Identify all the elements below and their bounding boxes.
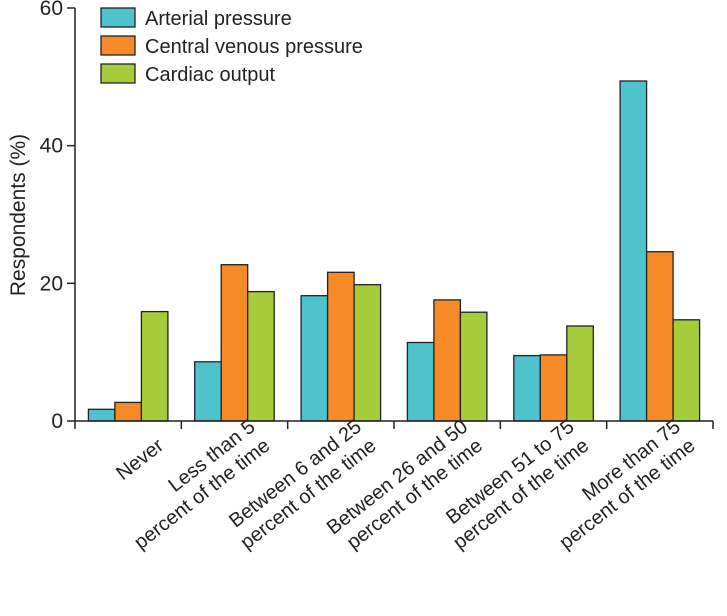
bars-layer xyxy=(87,80,701,422)
bar-central-venous-pressure-5 xyxy=(645,251,674,422)
legend: Arterial pressure Central venous pressure… xyxy=(100,7,363,86)
bar-cardiac-output-0 xyxy=(140,310,169,422)
y-tick-label-60: 60 xyxy=(40,0,63,20)
legend-swatch-1 xyxy=(100,35,136,56)
y-tick-label-20: 20 xyxy=(40,272,63,295)
bar-arterial-pressure-0 xyxy=(87,408,116,422)
bar-cardiac-output-1 xyxy=(247,290,275,422)
bar-cardiac-output-2 xyxy=(353,284,382,422)
bar-arterial-pressure-2 xyxy=(300,295,329,422)
bar-arterial-pressure-1 xyxy=(194,361,222,422)
legend-label-2: Cardiac output xyxy=(145,64,276,86)
y-axis-title: Respondents (%) xyxy=(7,134,30,296)
legend-label-1: Central venous pressure xyxy=(145,36,363,58)
y-tick-label-40: 40 xyxy=(40,135,63,158)
legend-swatch-0 xyxy=(100,7,136,28)
bar-central-venous-pressure-3 xyxy=(433,299,462,422)
bar-arterial-pressure-5 xyxy=(619,80,648,422)
axes-layer xyxy=(74,8,714,429)
bar-arterial-pressure-4 xyxy=(513,354,541,422)
bar-cardiac-output-5 xyxy=(672,319,701,422)
legend-swatch-2 xyxy=(100,63,136,84)
bar-cardiac-output-3 xyxy=(459,311,488,422)
bar-central-venous-pressure-2 xyxy=(326,271,355,422)
y-ticks-layer: 0 20 40 60 xyxy=(40,0,75,433)
bar-central-venous-pressure-1 xyxy=(220,264,249,422)
bar-cardiac-output-4 xyxy=(566,325,594,422)
bar-central-venous-pressure-0 xyxy=(114,401,143,422)
bar-central-venous-pressure-4 xyxy=(539,354,568,422)
legend-label-0: Arterial pressure xyxy=(145,8,292,30)
y-tick-label-0: 0 xyxy=(51,410,63,433)
x-category-label-0: Never xyxy=(112,434,168,484)
bar-arterial-pressure-3 xyxy=(406,341,435,422)
